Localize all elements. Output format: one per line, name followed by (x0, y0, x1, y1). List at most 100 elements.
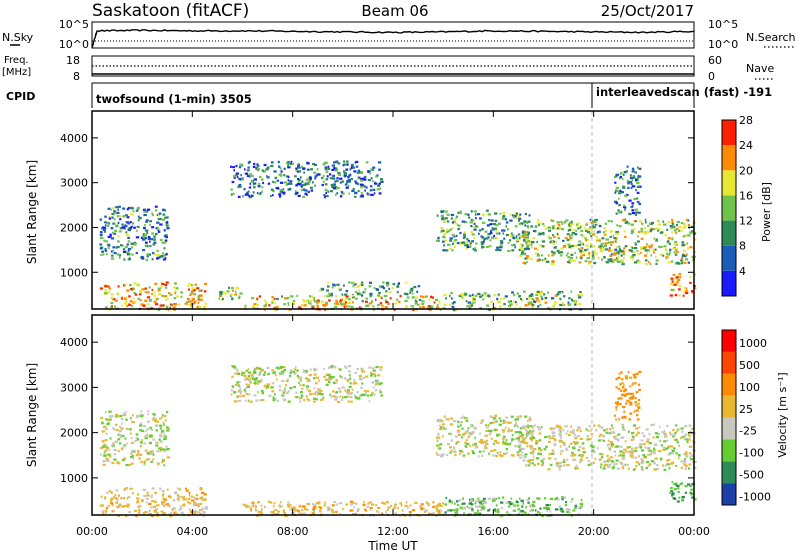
data-cell (472, 298, 476, 301)
data-cell (544, 296, 548, 300)
data-cell (327, 281, 329, 284)
data-cell (510, 232, 513, 235)
data-cell (364, 175, 367, 178)
freq-label-line2: [MHz] (2, 67, 31, 78)
data-cell (507, 241, 510, 245)
data-cell (289, 162, 292, 165)
data-cell (517, 233, 521, 236)
data-cell (497, 293, 500, 296)
data-cell (547, 235, 551, 238)
data-cell (334, 398, 338, 401)
data-cell (173, 511, 176, 514)
data-cell (297, 164, 301, 167)
data-cell (411, 292, 414, 295)
data-cell (636, 240, 640, 243)
data-cell (607, 258, 611, 261)
data-cell (191, 284, 193, 287)
data-cell (513, 300, 516, 303)
data-cell (592, 224, 595, 227)
data-cell (367, 394, 370, 397)
data-cell (585, 222, 588, 225)
data-cell (415, 296, 418, 299)
data-cell (534, 230, 537, 233)
data-cell (673, 251, 676, 254)
data-cell (675, 484, 678, 487)
data-cell (150, 506, 153, 509)
data-cell (481, 454, 484, 457)
data-cell (655, 259, 659, 262)
data-cell (259, 399, 262, 402)
data-cell (277, 399, 279, 403)
data-cell (345, 186, 349, 189)
data-cell (279, 190, 283, 193)
data-cell (613, 258, 616, 261)
data-cell (569, 511, 572, 514)
data-cell (122, 414, 127, 417)
data-cell (274, 306, 278, 309)
data-cell (616, 237, 618, 240)
data-cell (569, 227, 571, 230)
data-cell (293, 372, 297, 375)
data-cell (560, 247, 564, 250)
data-cell (617, 376, 621, 379)
data-cell (597, 223, 599, 226)
data-cell (339, 195, 343, 198)
data-cell (124, 245, 128, 249)
data-cell (470, 225, 473, 228)
data-cell (538, 432, 542, 435)
data-cell (125, 296, 128, 299)
data-cell (501, 429, 505, 432)
data-cell (637, 402, 640, 406)
data-cell (397, 283, 399, 286)
data-cell (245, 386, 247, 389)
data-cell (103, 454, 107, 457)
colorbar-swatch (722, 145, 736, 171)
data-cell (165, 448, 168, 451)
data-cell (109, 233, 112, 236)
data-cell (288, 504, 292, 507)
data-cell (536, 240, 539, 243)
data-cell (138, 511, 141, 514)
data-cell (274, 170, 277, 173)
data-cell (172, 306, 176, 309)
data-cell (366, 505, 369, 508)
data-cell (226, 290, 230, 293)
data-cell (348, 305, 351, 308)
data-cell (365, 186, 368, 189)
data-cell (334, 180, 336, 183)
data-cell (239, 178, 242, 181)
data-cell (143, 226, 146, 230)
data-cell (679, 276, 682, 279)
data-cell (671, 280, 674, 283)
data-cell (650, 223, 653, 226)
data-cell (567, 433, 571, 437)
data-cell (370, 371, 372, 374)
data-cell (197, 504, 200, 508)
data-cell (387, 506, 391, 509)
data-cell (622, 405, 626, 409)
data-cell (497, 222, 501, 226)
data-cell (285, 183, 288, 186)
data-cell (280, 188, 283, 192)
data-cell (287, 164, 289, 167)
data-cell (155, 429, 158, 432)
data-cell (113, 458, 117, 461)
data-cell (667, 253, 671, 256)
data-cell (251, 504, 255, 507)
data-cell (369, 292, 373, 295)
data-cell (309, 392, 313, 396)
data-cell (638, 443, 643, 446)
data-cell (634, 382, 637, 385)
data-cell (234, 383, 238, 386)
data-cell (114, 211, 117, 214)
data-cell (645, 461, 650, 464)
data-cell (658, 439, 662, 443)
data-cell (373, 287, 376, 290)
data-cell (144, 291, 147, 294)
data-cell (257, 182, 261, 185)
data-cell (545, 445, 548, 448)
data-cell (204, 302, 207, 305)
data-cell (287, 162, 290, 165)
data-cell (514, 431, 518, 434)
